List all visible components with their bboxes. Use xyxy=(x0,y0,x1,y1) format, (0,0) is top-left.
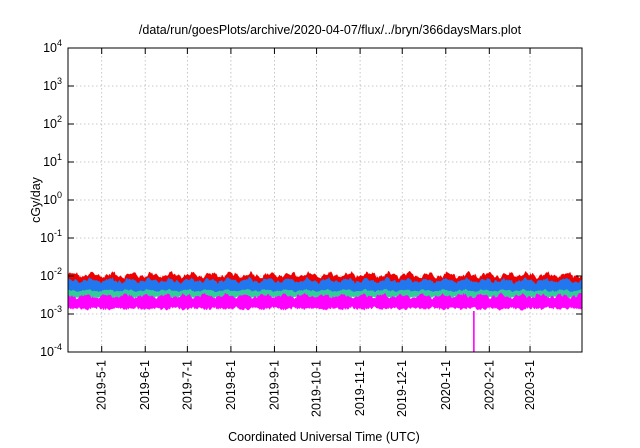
x-tick-label: 2019-6-1 xyxy=(138,360,152,410)
series-layer xyxy=(67,270,583,352)
x-tick-label: 2020-1-1 xyxy=(439,360,453,410)
y-tick-label: 10-1 xyxy=(40,228,62,245)
chart-title: /data/run/goesPlots/archive/2020-04-07/f… xyxy=(139,23,522,37)
x-tick-label: 2019-5-1 xyxy=(95,360,109,410)
y-tick-label: 103 xyxy=(43,76,62,93)
x-tick-label: 2020-2-1 xyxy=(482,360,496,410)
x-tick-label: 2020-3-1 xyxy=(523,360,537,410)
x-tick-label: 2019-12-1 xyxy=(395,360,409,417)
y-tick-label: 101 xyxy=(43,152,62,169)
axes xyxy=(67,47,583,353)
y-tick-label: 104 xyxy=(43,38,62,55)
x-tick-label: 2019-7-1 xyxy=(180,360,194,410)
y-axis-label: cGy/day xyxy=(29,176,43,223)
x-tick-label: 2019-8-1 xyxy=(224,360,238,410)
x-tick-label: 2019-9-1 xyxy=(267,360,281,410)
y-tick-label: 100 xyxy=(43,190,62,207)
y-tick-label: 102 xyxy=(43,114,62,131)
x-tick-label: 2019-10-1 xyxy=(310,360,324,417)
y-tick-label: 10-3 xyxy=(40,304,62,321)
tick-labels: 10-4 10-3 10-2 10-1 100 101 102 103 104 2019-5-1 2… xyxy=(40,38,537,417)
y-tick-label: 10-2 xyxy=(40,266,62,283)
y-tick-label: 10-4 xyxy=(40,342,62,359)
x-tick-label: 2019-11-1 xyxy=(353,360,367,416)
x-axis-label: Coordinated Universal Time (UTC) xyxy=(228,430,420,444)
